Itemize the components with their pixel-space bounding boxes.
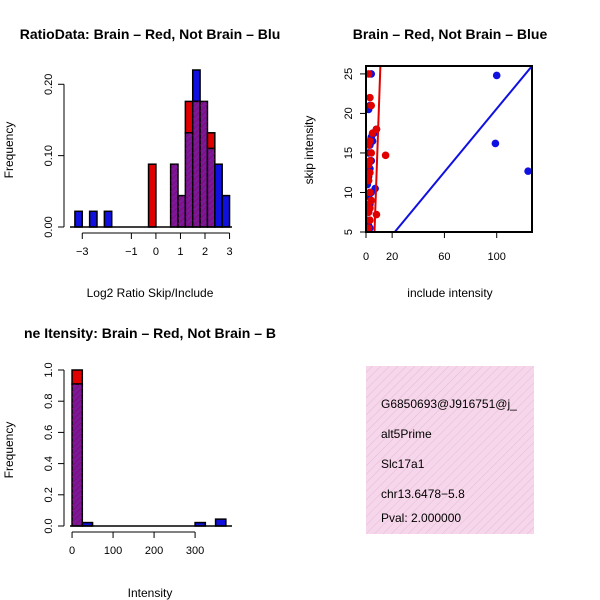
scatter-y-tick-label: 5: [343, 229, 355, 235]
intensity-histogram-x-tick-label: 200: [145, 545, 163, 557]
ratio-histogram-bar-overlap-hatch: [185, 132, 193, 227]
scatter-point-brain: [367, 196, 376, 205]
scatter-y-tick-label: 25: [343, 68, 355, 80]
ratio-histogram-bar-notbrain: [191, 69, 201, 103]
ratio-histogram-x-tick-label: 3: [226, 246, 232, 258]
ratio-histogram-bar-notbrain: [88, 210, 98, 228]
scatter-y-tick-label: 15: [343, 147, 355, 159]
scatter-point-brain: [366, 188, 374, 197]
ratio-histogram-axes: −3 −1 0 1 2 3 0.00 0.10 0.20: [43, 74, 233, 258]
event-type: alt5Prime: [381, 427, 432, 441]
scatter-y-tick-label: 10: [343, 186, 355, 198]
ratio-histogram-bar-overlap-hatch: [170, 164, 178, 227]
intensity-histogram-axes: 0 100 200 300 0.0 0.2 0.4 0.6 0.8 1.0: [43, 362, 204, 557]
intensity-histogram-bar-overlap-hatch: [72, 384, 83, 526]
intensity-histogram-x-tick-label: 100: [104, 545, 122, 557]
scatter-point-brain: [367, 101, 376, 110]
scatter-point-brain: [366, 157, 374, 165]
scatter-point-brain: [366, 93, 374, 102]
scatter-axes: 0 20 60 100 5 10 15 20 25: [343, 68, 506, 263]
intensity-histogram-y-tick-label: 0.4: [43, 456, 55, 471]
scatter-point-brain: [366, 172, 372, 181]
scatter-point-brain: [381, 151, 390, 160]
ratio-histogram-x-tick-label: 2: [202, 246, 208, 258]
pvalue: Pval: 2.000000: [381, 511, 461, 525]
ratio-histogram-x-tick-label: −3: [76, 246, 89, 258]
ratio-histogram-bar-notbrain: [214, 163, 223, 228]
scatter-point-brain: [366, 216, 374, 224]
ratio-histogram-x-tick-label: 0: [153, 246, 159, 258]
scatter-xlabel: include intensity: [407, 286, 492, 300]
ratio-histogram-bars: [70, 69, 232, 228]
ratio-histogram-title: RatioData: Brain – Red, Not Brain – Blu: [20, 26, 281, 42]
ratio-histogram-bar-overlap-hatch: [200, 101, 208, 227]
intensity-histogram-y-tick-label: 0.2: [43, 487, 55, 502]
scatter-point-notbrain: [524, 167, 532, 175]
scatter-point-brain: [366, 70, 373, 78]
intensity-histogram-xlabel: Intensity: [128, 586, 173, 600]
ratio-histogram-x-tick-label: 1: [177, 246, 183, 258]
ratio-histogram-xlabel: Log2 Ratio Skip/Include: [87, 286, 214, 300]
ratio-histogram-bar-notbrain: [221, 194, 231, 228]
ratio-histogram-bar-brain: [147, 163, 157, 228]
scatter-point-brain: [366, 224, 373, 232]
event-info-panel: G6850693@J916751@j_ alt5Prime Slc17a1 ch…: [366, 366, 534, 534]
intensity-histogram-x-tick-label: 0: [69, 545, 75, 557]
gene-name: Slc17a1: [381, 457, 425, 471]
scatter-y-tick-label: 20: [343, 107, 355, 119]
event-id: G6850693@J916751@j_: [381, 397, 517, 411]
scatter-point-notbrain: [491, 139, 500, 148]
scatter-x-tick-label: 60: [438, 251, 450, 263]
ratio-histogram-y-tick-label: 0.10: [43, 145, 55, 166]
ratio-histogram-ylabel: Frequency: [2, 122, 16, 179]
intensity-histogram-y-tick-label: 1.0: [43, 362, 55, 377]
ratio-histogram-bar-overlap-hatch: [178, 195, 186, 227]
intensity-histogram-x-tick-label: 300: [186, 545, 204, 557]
intensity-histogram-bars: [70, 369, 232, 527]
intensity-histogram-y-tick-label: 0.8: [43, 394, 55, 409]
ratio-histogram-x-tick-label: −1: [125, 246, 138, 258]
genomic-location: chr13.6478−5.8: [381, 487, 465, 501]
ratio-histogram-bar-brain: [206, 132, 216, 150]
scatter-frame: [365, 65, 533, 233]
scatter-plot-area: [365, 65, 533, 233]
intensity-histogram-bar-notbrain: [214, 518, 227, 527]
scatter-clipped-marks: [366, 66, 532, 232]
ratio-histogram-bar-notbrain: [103, 210, 113, 228]
intensity-histogram: ne Itensity: Brain – Red, Not Brain – B …: [2, 325, 276, 600]
scatter-point-notbrain: [492, 71, 501, 80]
scatter-fit-line-brain: [373, 66, 382, 232]
scatter-x-tick-label: 100: [488, 251, 506, 263]
scatter-fit-line-notbrain: [393, 66, 532, 232]
intensity-histogram-y-tick-label: 0.6: [43, 425, 55, 440]
ratio-histogram-y-tick-label: 0.20: [43, 74, 55, 95]
intensity-histogram-ylabel: Frequency: [2, 422, 16, 479]
scatter-point-brain: [372, 210, 381, 219]
info-panel-hatch: [366, 366, 534, 534]
scatter-x-tick-label: 0: [363, 251, 369, 263]
scatter-x-tick-label: 20: [386, 251, 398, 263]
ratio-histogram-bar-notbrain: [74, 210, 84, 228]
ratio-histogram-bar-brain: [184, 100, 194, 134]
ratio-histogram-y-tick-label: 0.00: [43, 216, 55, 237]
ratio-histogram-bar-overlap-hatch: [207, 148, 215, 227]
intensity-histogram-y-tick-label: 0.0: [43, 518, 55, 533]
scatter-point-brain: [366, 137, 374, 145]
intensity-scatter: Brain – Red, Not Brain – Blue 0 20 60 100 5 1…: [302, 26, 547, 300]
intensity-histogram-bar-brain: [71, 369, 84, 385]
scatter-point-brain: [367, 149, 376, 157]
ratio-histogram: RatioData: Brain – Red, Not Brain – Blu …: [2, 26, 280, 300]
scatter-ylabel: skip intensity: [302, 116, 316, 185]
ratio-histogram-bar-overlap-hatch: [192, 101, 201, 227]
scatter-title: Brain – Red, Not Brain – Blue: [353, 26, 548, 42]
intensity-histogram-title: ne Itensity: Brain – Red, Not Brain – B: [24, 325, 276, 341]
